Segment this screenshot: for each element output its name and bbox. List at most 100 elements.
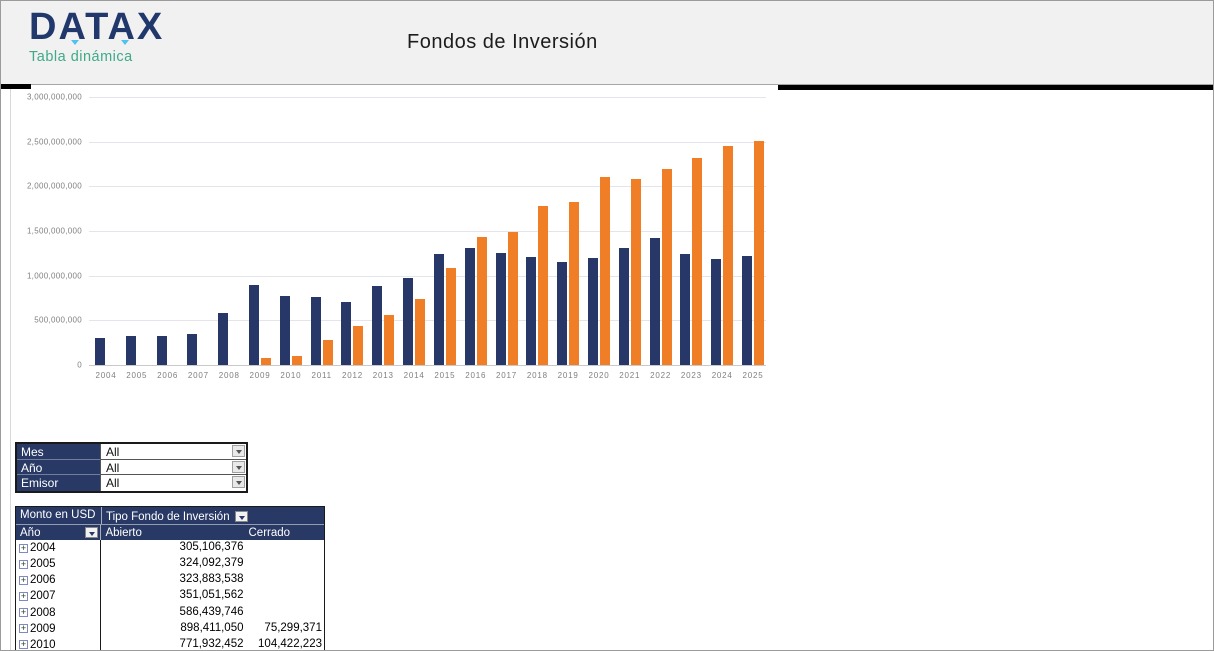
pivot-row-2009: +2009 898,411,050 75,299,371 (16, 620, 324, 637)
pivot-value-abierto: 771,932,452 (100, 636, 245, 650)
bar-abierto-2011 (310, 297, 321, 365)
bar-group-2020 (587, 97, 611, 365)
bar-abierto-2018 (526, 256, 537, 365)
y-axis-tick-label: 1,000,000,000 (26, 271, 82, 281)
x-axis-tick-label: 2006 (157, 371, 179, 380)
bar-abierto-2013 (372, 285, 383, 365)
bar-cerrado-2010 (291, 355, 302, 365)
expand-button[interactable]: + (19, 623, 28, 634)
x-axis-tick-label: 2024 (711, 371, 733, 380)
bar-abierto-2020 (587, 258, 598, 365)
pivot-row-year: 2010 (30, 638, 56, 651)
expand-button[interactable]: + (19, 542, 28, 553)
logo: DATAX Tabla dinámica (29, 7, 164, 65)
expand-button[interactable]: + (19, 590, 28, 601)
x-axis-tick-label: 2016 (465, 371, 487, 380)
bar-cerrado-2012 (353, 325, 364, 365)
header-band: DATAX Tabla dinámica Fondos de Inversión (1, 1, 1213, 85)
filter-dropdown-button[interactable] (232, 460, 245, 473)
pivot-value-abierto: 586,439,746 (100, 604, 245, 621)
pivot-value-cerrado (246, 605, 324, 621)
bar-cerrado-2014 (415, 298, 426, 365)
pivot-value-abierto: 305,106,376 (100, 540, 245, 557)
bar-group-2007 (186, 97, 210, 365)
sheet-edge-line (10, 89, 11, 650)
pivot-value-cerrado: 75,299,371 (264, 621, 322, 634)
bar-group-2010 (279, 97, 303, 365)
bar-group-2025 (741, 97, 765, 365)
bar-group-2014 (402, 97, 426, 365)
expand-button[interactable]: + (19, 574, 28, 585)
expand-button[interactable]: + (19, 639, 28, 650)
pivot-row-2004: +2004 305,106,376 (16, 540, 324, 557)
bar-cerrado-2017 (507, 232, 518, 365)
pivot-value-abierto: 351,051,562 (100, 588, 245, 605)
x-axis-tick-label: 2017 (496, 371, 518, 380)
pivot-row-2005: +2005 324,092,379 (16, 556, 324, 573)
logo-accent-icon (71, 40, 79, 45)
filter-dropdown-button[interactable] (232, 476, 245, 489)
bar-abierto-2016 (464, 247, 475, 365)
x-axis-tick-label: 2013 (372, 371, 394, 380)
bar-group-2016 (464, 97, 488, 365)
x-axis-tick-label: 2022 (650, 371, 672, 380)
pivot-row-year: 2007 (30, 590, 56, 603)
x-axis-tick-label: 2018 (526, 371, 548, 380)
filter-value[interactable]: All (100, 444, 246, 460)
bar-group-2015 (433, 97, 457, 365)
pivot-value-cerrado (246, 572, 324, 588)
filter-block: Mes All Año All Emisor All (15, 442, 248, 493)
chart-x-axis: 2004 2005 2006 2007 2008 2009 2010 2011 2012 2013… (89, 371, 766, 383)
bar-abierto-2023 (680, 254, 691, 365)
gridline (89, 186, 766, 188)
bar-group-2023 (679, 97, 703, 365)
bar-abierto-2012 (341, 302, 352, 365)
x-axis-tick-label: 2015 (434, 371, 456, 380)
bar-cerrado-2015 (445, 267, 456, 365)
bar-abierto-2006 (156, 336, 167, 365)
bar-cerrado-2022 (661, 169, 672, 365)
bar-cerrado-2019 (569, 201, 580, 365)
filter-value[interactable]: All (100, 459, 246, 476)
page-break-marker-right (778, 85, 1213, 90)
chart-plot (89, 97, 766, 366)
x-axis-tick-label: 2004 (95, 371, 117, 380)
x-axis-tick-label: 2019 (557, 371, 579, 380)
chart-y-axis: 3,000,000,000 2,500,000,000 2,000,000,000 1… (1, 93, 86, 370)
x-axis-tick-label: 2008 (218, 371, 240, 380)
bar-abierto-2022 (649, 238, 660, 365)
bar-group-2017 (495, 97, 519, 365)
pivot-value-cerrado (246, 540, 324, 556)
x-axis-tick-label: 2005 (126, 371, 148, 380)
filter-value[interactable]: All (100, 475, 246, 491)
y-axis-tick-label: 500,000,000 (34, 315, 82, 325)
y-axis-tick-label: 2,000,000,000 (26, 181, 82, 191)
bar-abierto-2024 (711, 258, 722, 365)
pivot-row-year: 2005 (30, 558, 56, 571)
page-break-marker-left (1, 84, 31, 89)
filter-label: Año (17, 459, 100, 476)
pivot-value-cerrado (246, 556, 324, 572)
expand-button[interactable]: + (19, 558, 28, 569)
pivot-row-2008: +2008 586,439,746 (16, 604, 324, 621)
filter-row-año: Año All (17, 459, 246, 476)
pivot-value-abierto: 323,883,538 (100, 572, 245, 589)
filter-dropdown-button[interactable] (232, 445, 245, 457)
pivot-value-abierto: 324,092,379 (100, 556, 245, 573)
expand-button[interactable]: + (19, 607, 28, 618)
y-axis-tick-label: 2,500,000,000 (26, 137, 82, 147)
bar-group-2009 (248, 97, 272, 365)
gridline (89, 231, 766, 232)
pivot-row-year: 2008 (30, 606, 56, 619)
row-field-dropdown[interactable] (85, 527, 99, 538)
bar-group-2008 (217, 97, 241, 365)
x-axis-tick-label: 2023 (680, 371, 702, 380)
bar-abierto-2017 (495, 252, 506, 365)
bar-group-2019 (556, 97, 580, 365)
bar-group-2005 (125, 97, 149, 365)
y-axis-tick-label: 3,000,000,000 (26, 92, 82, 102)
x-axis-tick-label: 2012 (341, 371, 363, 380)
column-field-dropdown[interactable] (234, 511, 248, 522)
bar-abierto-2025 (742, 256, 752, 365)
